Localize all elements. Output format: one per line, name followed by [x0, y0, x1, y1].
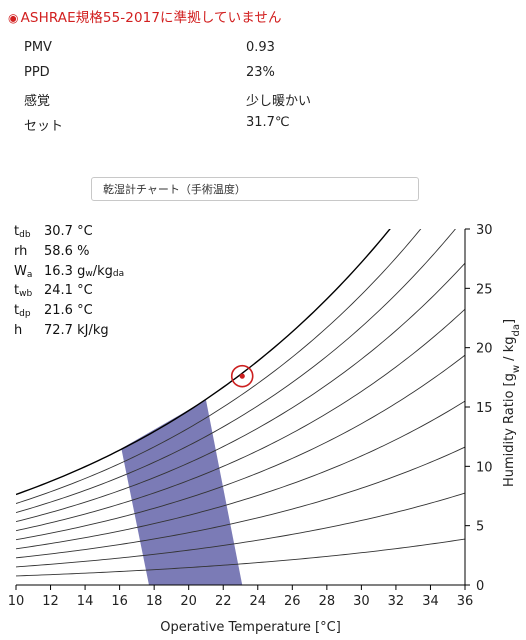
info-symbol: twb: [14, 283, 33, 300]
info-row-h: h 72.7 kJ/kg: [14, 323, 124, 343]
results-panel: PMV 0.93 PPD 23% 感覚 少し暖かい セット 31.7℃: [24, 36, 344, 136]
result-row-sensation: 感覚 少し暖かい: [24, 86, 344, 111]
info-row-tdp: tdp 21.6 °C: [14, 303, 124, 323]
pmv-label: PMV: [24, 40, 52, 55]
info-symbol: rh: [14, 243, 28, 259]
ppd-label: PPD: [24, 65, 50, 80]
info-symbol: tdb: [14, 224, 31, 240]
x-tick-label: 20: [180, 594, 197, 609]
x-tick-label: 16: [111, 594, 128, 609]
x-tick-label: 18: [146, 594, 163, 609]
result-row-pmv: PMV 0.93: [24, 36, 344, 61]
current-point-dot: [239, 373, 245, 379]
info-value-wa: 16.3 gw/kgda: [44, 263, 125, 279]
point-info-panel: tdb 30.7 °C rh 58.6 % Wa 16.3 gw/kgda twb 24…: [14, 224, 124, 343]
rh-curve-90: [16, 229, 422, 504]
rh-curve-80: [16, 229, 456, 513]
x-tick-label: 32: [388, 594, 405, 609]
x-tick-label: 36: [457, 594, 474, 609]
info-row-rh: rh 58.6 %: [14, 244, 124, 264]
info-value-h: 72.7 kJ/kg: [44, 322, 109, 338]
x-tick-label: 12: [42, 594, 59, 609]
x-tick-label: 30: [353, 594, 370, 609]
y-tick-label: 30: [476, 223, 493, 238]
x-tick-label: 24: [249, 594, 266, 609]
y-tick-label: 20: [476, 342, 493, 357]
rh-curve-50: [16, 354, 465, 541]
rh-curve-40: [16, 400, 465, 550]
y-tick-label: 5: [476, 520, 484, 535]
info-symbol: tdp: [14, 303, 31, 320]
comfort-zone: [121, 399, 243, 585]
rh-curve-20: [16, 492, 465, 568]
info-row-tdb: tdb 30.7 °C: [14, 224, 124, 244]
sensation-value: 少し暖かい: [246, 94, 312, 109]
x-tick-label: 14: [77, 594, 94, 609]
compliance-warning: ◉ ASHRAE規格55-2017に準拠していません: [8, 6, 282, 26]
x-tick-label: 10: [8, 594, 25, 609]
sensation-label: 感覚: [24, 94, 51, 109]
rh-curve-70: [16, 262, 465, 523]
result-row-ppd: PPD 23%: [24, 61, 344, 86]
ppd-value: 23%: [246, 65, 275, 80]
result-row-set: セット 31.7℃: [24, 111, 344, 136]
info-row-twb: twb 24.1 °C: [14, 283, 124, 303]
rh-curve-30: [16, 446, 465, 559]
info-row-wa: Wa 16.3 gw/kgda: [14, 264, 124, 284]
compliance-warning-text: ASHRAE規格55-2017に準拠していません: [20, 10, 282, 26]
set-label: セット: [24, 119, 64, 134]
rh-curve-60: [16, 308, 465, 532]
psychrometric-chart[interactable]: 10 12 14 16 18 20 22 24 26 28 30 32 34 360 5 10 15 20 25 30…: [0, 218, 526, 640]
chart-type-select[interactable]: 乾湿計チャート（手術温度）: [91, 177, 419, 201]
y-tick-label: 15: [476, 401, 493, 416]
record-dot-icon: ◉: [8, 11, 19, 25]
x-axis-title: Operative Temperature [°C]: [160, 620, 341, 635]
y-axis-title: Humidity Ratio [gw / kgda]: [502, 319, 522, 487]
set-value: 31.7℃: [246, 115, 290, 130]
info-symbol: h: [14, 322, 23, 338]
current-point-ring: [230, 364, 254, 388]
y-tick-label: 0: [476, 579, 484, 594]
rh-curve-10: [16, 538, 465, 577]
x-tick-label: 34: [422, 594, 439, 609]
x-tick-label: 28: [319, 594, 336, 609]
y-tick-label: 25: [476, 282, 493, 297]
y-tick-label: 10: [476, 460, 493, 475]
x-tick-label: 22: [215, 594, 232, 609]
info-value-twb: 24.1 °C: [44, 283, 93, 299]
info-value-rh: 58.6 %: [44, 243, 90, 259]
info-symbol: Wa: [14, 263, 33, 280]
pmv-value: 0.93: [246, 40, 275, 55]
x-tick-label: 26: [284, 594, 301, 609]
info-value-tdp: 21.6 °C: [44, 303, 93, 319]
info-value-tdb: 30.7 °C: [44, 224, 93, 239]
